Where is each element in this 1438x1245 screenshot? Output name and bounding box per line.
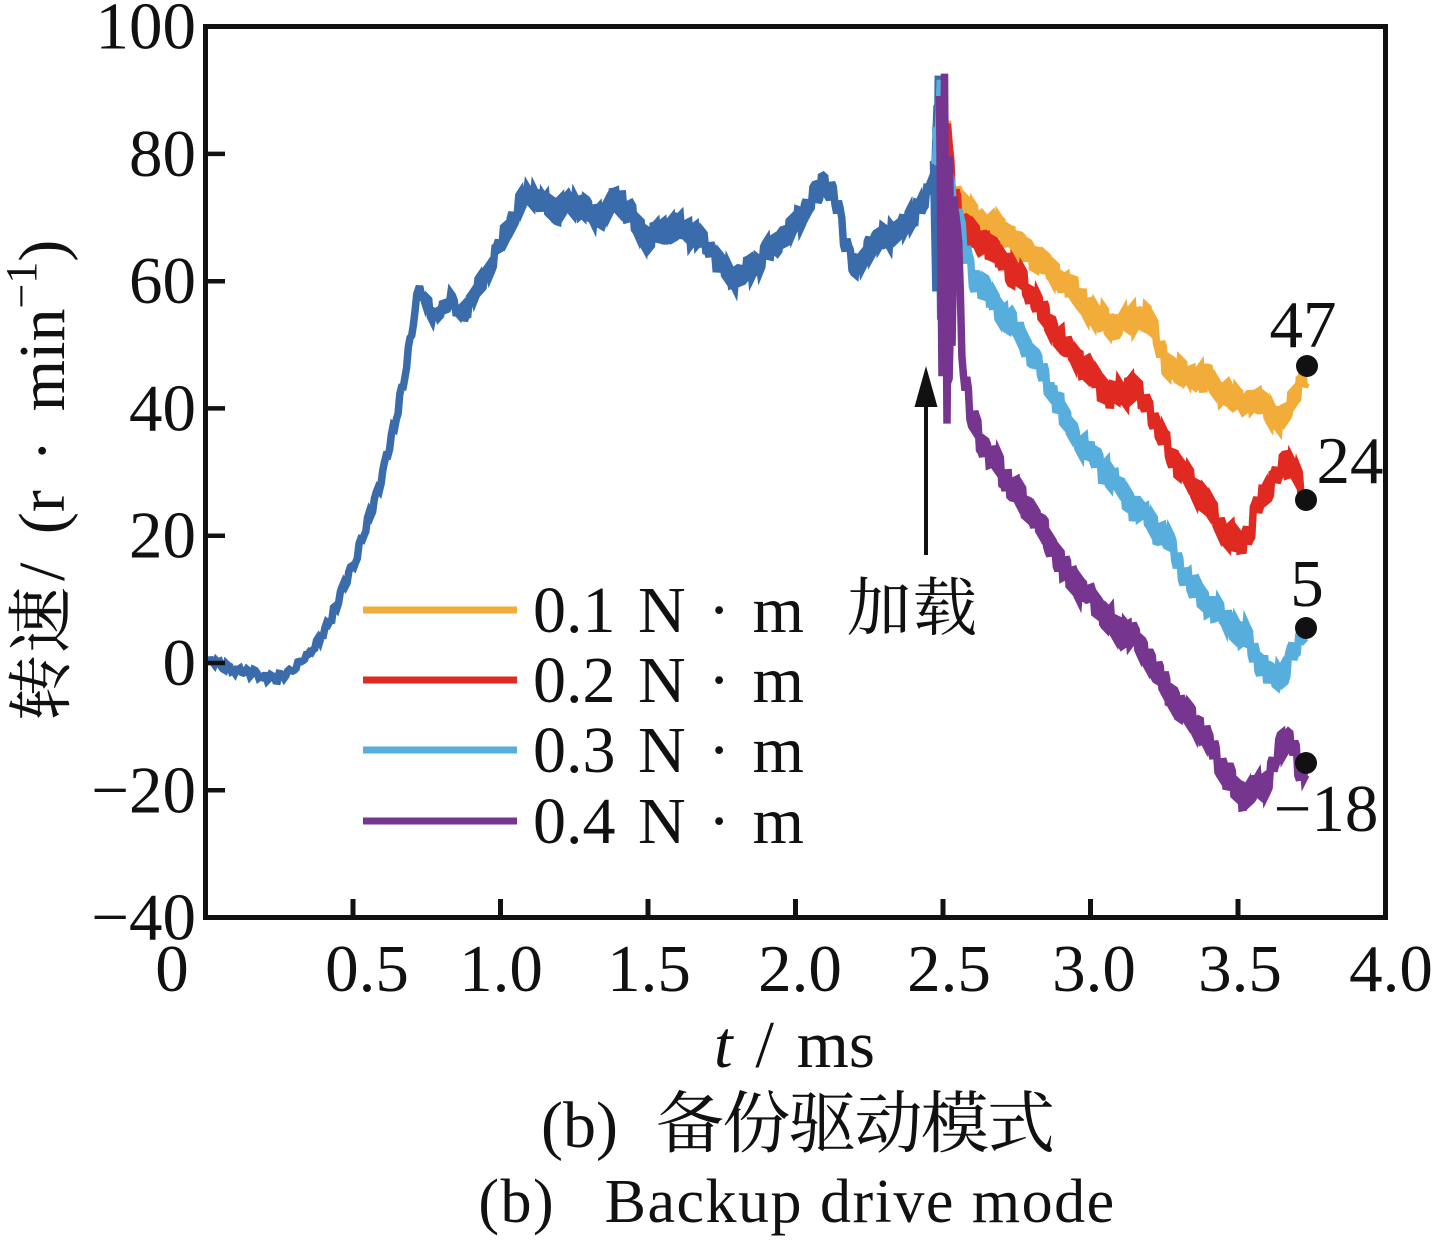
svg-text:0: 0: [163, 626, 197, 700]
svg-text:1.5: 1.5: [607, 932, 691, 1006]
svg-text:−18: −18: [1274, 772, 1379, 846]
svg-text:(b) Backup drive mode: (b) Backup drive mode: [478, 1168, 1115, 1236]
svg-text:5: 5: [1290, 547, 1324, 621]
svg-text:0.2 N · m: 0.2 N · m: [533, 644, 804, 717]
svg-text:80: 80: [129, 117, 196, 191]
svg-text:−40: −40: [91, 881, 196, 955]
svg-text:0.3 N · m: 0.3 N · m: [533, 714, 804, 787]
svg-text:(b): (b): [541, 1089, 618, 1162]
svg-text:4.0: 4.0: [1349, 932, 1433, 1006]
svg-text:0: 0: [155, 932, 189, 1006]
svg-text:100: 100: [96, 0, 197, 64]
svg-text:2.0: 2.0: [758, 932, 842, 1006]
svg-text:2.5: 2.5: [907, 932, 991, 1006]
svg-text:47: 47: [1270, 288, 1337, 362]
svg-text:3.0: 3.0: [1052, 932, 1136, 1006]
svg-text:0.1 N · m: 0.1 N · m: [533, 574, 804, 647]
svg-text:60: 60: [129, 244, 196, 318]
svg-text:1.0: 1.0: [459, 932, 543, 1006]
svg-text:0.5: 0.5: [325, 932, 409, 1006]
svg-text:20: 20: [129, 499, 196, 573]
svg-text:t / ms: t / ms: [714, 1008, 875, 1082]
svg-text:−20: −20: [91, 753, 196, 827]
svg-text:3.5: 3.5: [1198, 932, 1282, 1006]
svg-text:24: 24: [1317, 424, 1384, 498]
svg-text:0.4 N · m: 0.4 N · m: [533, 785, 804, 858]
svg-text:/ (r · min−1): / (r · min−1): [0, 240, 79, 581]
svg-text:40: 40: [129, 371, 196, 445]
